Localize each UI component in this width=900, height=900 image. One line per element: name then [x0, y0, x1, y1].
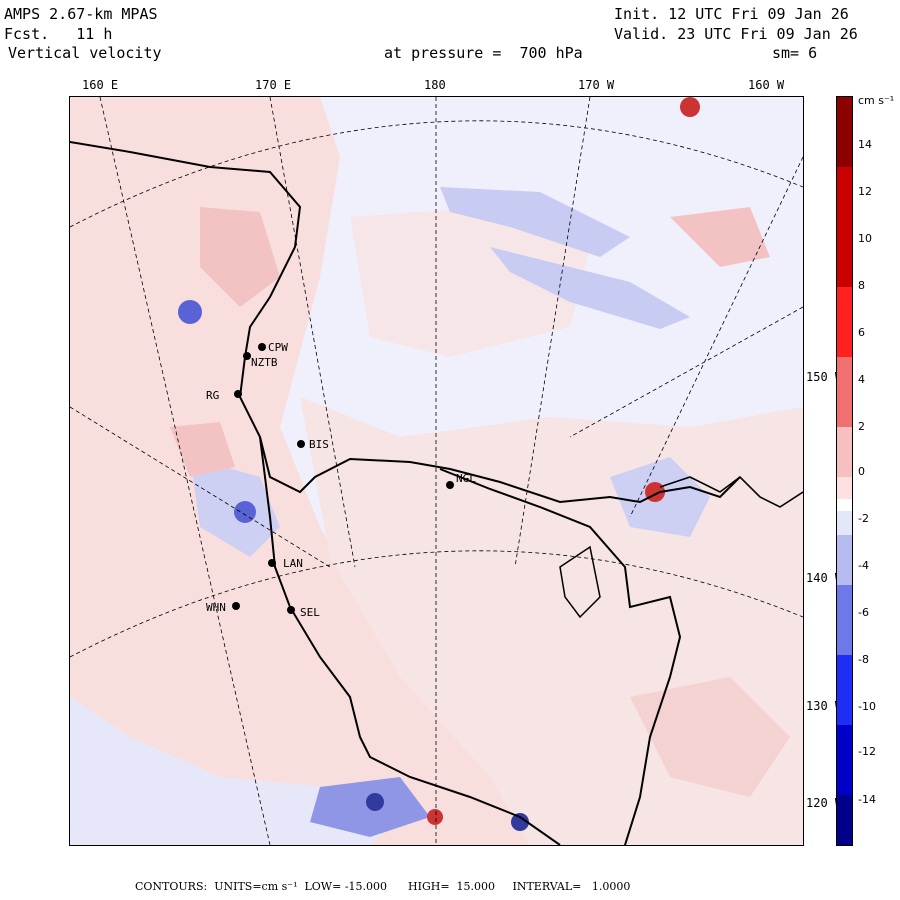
station-label-rg: RG [206, 389, 220, 402]
station-dot-sel[interactable] [287, 606, 295, 614]
positive-patch-4 [630, 677, 790, 797]
colorbar-seg-neg-mid [837, 655, 852, 725]
station-label-lan: LAN [283, 557, 303, 570]
station-dot-cpw[interactable] [258, 343, 266, 351]
station-dot-lan[interactable] [268, 559, 276, 567]
colorbar-seg-neg-min [837, 511, 852, 535]
coastline-west [259, 436, 561, 845]
station-dot-nztb[interactable] [243, 352, 251, 360]
lon-label-180: 180 [424, 78, 446, 92]
graticule [70, 97, 803, 845]
strong-cell-6 [427, 809, 443, 825]
colorbar-tick-8: 8 [858, 279, 865, 292]
coastline-ross-ice-shelf [439, 468, 682, 845]
colorbar-tick-neg12: -12 [858, 745, 876, 758]
colorbar-tick-neg6: -6 [858, 606, 869, 619]
vertical-velocity-map [70, 97, 803, 845]
station-label-cpw: CPW [268, 341, 288, 354]
positive-region-upper [350, 207, 590, 357]
colorbar-unit-label: cm s⁻¹ [858, 94, 895, 107]
colorbar [836, 96, 853, 846]
positive-region-west [70, 97, 530, 845]
station-label-sel: SEL [300, 606, 320, 619]
station-dot-whn[interactable] [232, 602, 240, 610]
lon-label-170e: 170 E [255, 78, 292, 92]
station-dot-rg[interactable] [234, 390, 242, 398]
positive-patch-2 [170, 422, 235, 477]
colorbar-tick-6: 6 [858, 326, 865, 339]
colorbar-tick-neg8: -8 [858, 653, 869, 666]
negative-band-2 [490, 247, 690, 329]
station-label-whn: WHN [206, 601, 226, 614]
lon-label-160w: 160 W [748, 78, 785, 92]
model-title: AMPS 2.67-km MPAS [4, 5, 158, 23]
colorbar-seg-pos-low [837, 357, 852, 427]
strong-cell-4 [680, 97, 700, 117]
positive-patch-3 [670, 207, 770, 267]
colorbar-tick-10: 10 [858, 232, 872, 245]
colorbar-tick-12: 12 [858, 185, 872, 198]
init-time: Init. 12 UTC Fri 09 Jan 26 [614, 5, 849, 23]
field-name: Vertical velocity [8, 44, 162, 62]
lon-label-170w: 170 W [578, 78, 615, 92]
colorbar-seg-pos-high [837, 167, 852, 287]
colorbar-seg-neutral [837, 499, 852, 511]
colorbar-seg-pos-light [837, 427, 852, 477]
pressure-level: at pressure = 700 hPa [384, 44, 583, 62]
station-label-ngl: NGL [456, 472, 476, 485]
negative-band-3 [190, 457, 280, 557]
station-dot-ngl[interactable] [446, 481, 454, 489]
station-label-bis: BIS [309, 438, 329, 451]
colorbar-tick-4: 4 [858, 373, 865, 386]
colorbar-tick-neg2: -2 [858, 512, 869, 525]
colorbar-tick-0: 0 [858, 465, 865, 478]
station-dot-bis[interactable] [297, 440, 305, 448]
strong-cell-7 [511, 813, 529, 831]
positive-patch-1 [200, 207, 280, 307]
colorbar-tick-neg4: -4 [858, 559, 869, 572]
coastline-inner [559, 545, 601, 619]
strong-cell-5 [366, 793, 384, 811]
colorbar-tick-2: 2 [858, 420, 865, 433]
colorbar-seg-neg-high [837, 725, 852, 795]
lon-label-160e: 160 E [82, 78, 119, 92]
negative-band-1 [440, 187, 630, 257]
forecast-hour: Fcst. 11 h [4, 25, 113, 43]
strong-cell-2 [234, 501, 256, 523]
colorbar-seg-pos-max [837, 97, 852, 167]
valid-time: Valid. 23 UTC Fri 09 Jan 26 [614, 25, 858, 43]
colorbar-tick-neg14: -14 [858, 793, 876, 806]
coastline-transantarctic [70, 141, 741, 504]
map-panel[interactable] [69, 96, 804, 846]
colorbar-tick-neg10: -10 [858, 700, 876, 713]
colorbar-tick-14: 14 [858, 138, 872, 151]
colorbar-seg-pos-min [837, 477, 852, 499]
colorbar-seg-pos-mid [837, 287, 852, 357]
colorbar-seg-neg-low [837, 585, 852, 655]
colorbar-seg-neg-light [837, 535, 852, 585]
colorbar-seg-neg-max [837, 795, 852, 845]
contour-info: CONTOURS: UNITS=cm s⁻¹ LOW= -15.000 HIGH… [135, 880, 631, 893]
smoothing-value: sm= 6 [772, 44, 818, 62]
coastline-marie-byrd [659, 475, 803, 508]
strong-cell-1 [178, 300, 202, 324]
station-label-nztb: NZTB [251, 356, 278, 369]
